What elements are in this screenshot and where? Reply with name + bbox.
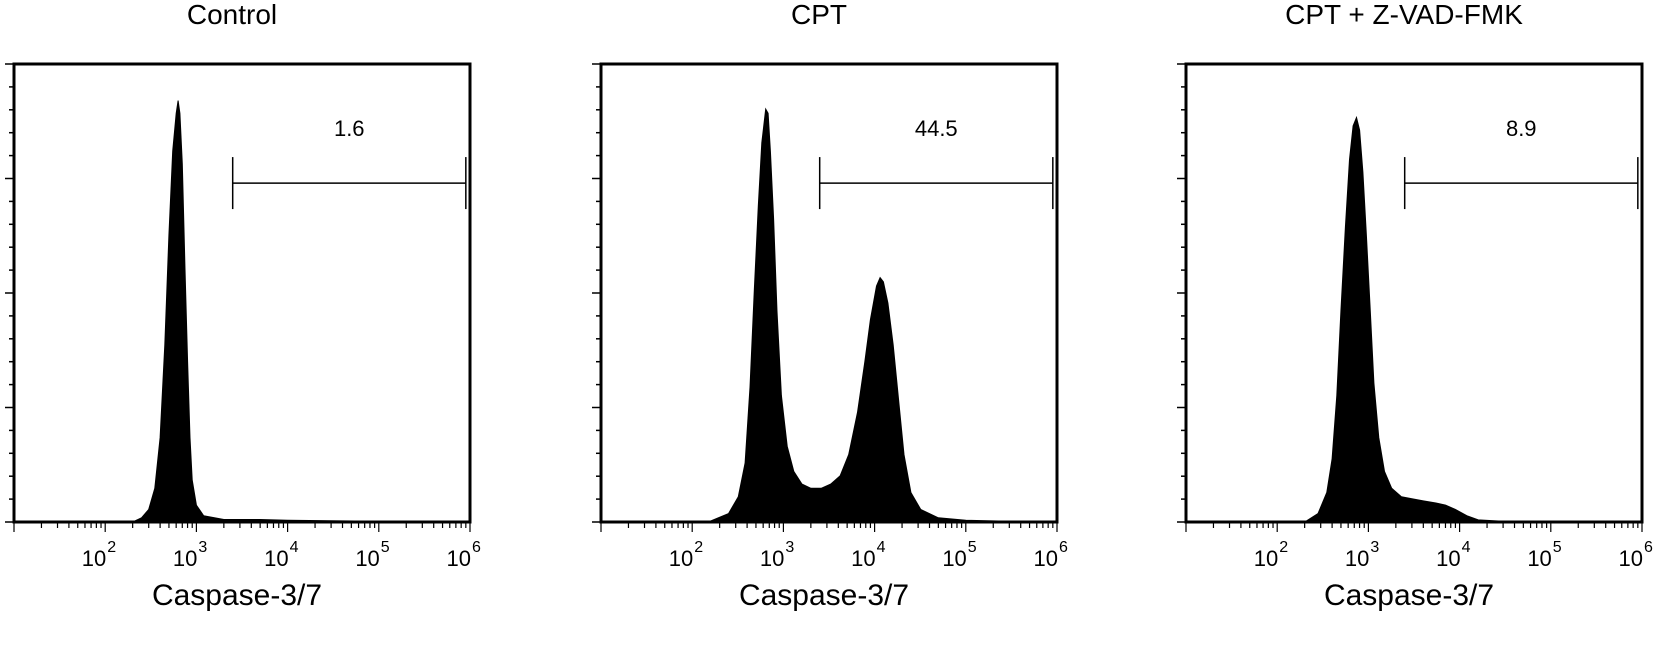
x-tick-label: 10	[669, 546, 693, 571]
x-tick-label: 10	[1254, 546, 1278, 571]
panel-cpt-zvad: CPT + Z-VAD-FMK Caspase-3/7 10 2 10 3 10 4 10 5…	[1177, 0, 1653, 612]
x-tick-label-exponent: 6	[472, 539, 481, 556]
plot-frame	[599, 62, 1059, 524]
panel-title: CPT	[791, 0, 847, 30]
histogram-area	[1302, 115, 1638, 523]
panel-title: CPT + Z-VAD-FMK	[1285, 0, 1523, 30]
histogram-area	[132, 100, 466, 523]
x-tick-label: 10	[82, 546, 106, 571]
panel-cpt: CPT Caspase-3/7 10 2 10 3 10 4 10 5 10 644.5	[592, 0, 1068, 612]
x-tick-label: 10	[1619, 546, 1643, 571]
x-tick-label-exponent: 2	[694, 539, 703, 556]
x-tick-label-exponent: 4	[290, 539, 299, 556]
x-tick-label-exponent: 3	[785, 539, 794, 556]
gate-marker	[231, 157, 467, 210]
y-axis-ticks	[5, 63, 14, 523]
x-tick-label: 10	[264, 546, 288, 571]
plot-frame	[12, 62, 472, 524]
x-tick-label-exponent: 4	[1462, 539, 1471, 556]
gate-marker	[1403, 157, 1639, 210]
x-axis-label: Caspase-3/7	[152, 579, 322, 612]
x-tick-label: 10	[173, 546, 197, 571]
x-axis-label: Caspase-3/7	[739, 579, 909, 612]
x-tick-label-exponent: 5	[1553, 539, 1562, 556]
x-tick-label: 10	[1034, 546, 1058, 571]
x-tick-label: 10	[1436, 546, 1460, 571]
gate-percentage-label: 44.5	[915, 116, 958, 141]
x-axis-label: Caspase-3/7	[1324, 579, 1494, 612]
x-axis-ticks	[600, 522, 1058, 532]
x-tick-label-exponent: 2	[1279, 539, 1288, 556]
x-tick-label-exponent: 3	[1370, 539, 1379, 556]
y-axis-ticks	[592, 63, 601, 523]
x-axis-ticks	[13, 522, 471, 532]
y-axis-ticks	[1177, 63, 1186, 523]
x-tick-label: 10	[1345, 546, 1369, 571]
x-tick-label-exponent: 4	[877, 539, 886, 556]
x-tick-label: 10	[760, 546, 784, 571]
x-tick-label-exponent: 5	[968, 539, 977, 556]
x-tick-label: 10	[851, 546, 875, 571]
x-tick-label-exponent: 5	[381, 539, 390, 556]
gate-percentage-label: 8.9	[1506, 116, 1537, 141]
x-tick-label: 10	[942, 546, 966, 571]
x-tick-label: 10	[1527, 546, 1551, 571]
x-tick-label: 10	[355, 546, 379, 571]
x-tick-label-exponent: 2	[107, 539, 116, 556]
panel-control: Control Caspase-3/7 10 2 10 3 10 4 10 5 10 61.6	[5, 0, 481, 612]
x-axis-ticks	[1185, 522, 1643, 532]
x-tick-label: 10	[447, 546, 471, 571]
x-tick-label-exponent: 3	[198, 539, 207, 556]
panel-title: Control	[187, 0, 277, 30]
x-tick-label-exponent: 6	[1059, 539, 1068, 556]
x-tick-label-exponent: 6	[1644, 539, 1653, 556]
gate-marker	[818, 157, 1054, 210]
histogram-area	[708, 107, 1053, 523]
plot-frame	[1184, 62, 1644, 524]
gate-percentage-label: 1.6	[334, 116, 365, 141]
